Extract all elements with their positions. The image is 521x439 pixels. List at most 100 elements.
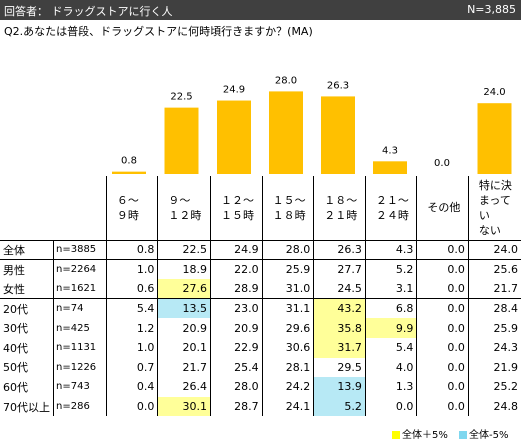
table-cell: 0.0	[416, 337, 469, 358]
table-row: 50代 n=1226 0.7 21.7 25.4 28.1 29.5 4.0 0.0 21.9	[0, 357, 521, 378]
legend-high-swatch	[392, 431, 400, 439]
table-cell: 24.2	[261, 377, 314, 397]
table-cell: 24.9	[209, 240, 263, 261]
row-label: 全体	[0, 240, 54, 261]
table-cell: 18.9	[157, 259, 211, 280]
row-sample-size: n=1131	[53, 337, 107, 358]
table-cell: 0.4	[105, 377, 158, 397]
column-header-2: ９～ １２時	[157, 176, 211, 241]
table-cell: 0.0	[416, 298, 469, 319]
table-cell: 31.0	[261, 279, 314, 300]
table-cell: 29.5	[313, 357, 366, 378]
bar-1	[112, 171, 146, 174]
table-cell: 0.0	[416, 396, 469, 417]
row-sample-size: n=74	[53, 298, 107, 319]
table-cell: 13.9	[313, 377, 366, 397]
row-label: 男性	[0, 259, 54, 280]
table-cell: 31.7	[313, 337, 366, 358]
table-row: 60代 n=743 0.4 26.4 28.0 24.2 13.9 1.3 0.0 25.2	[0, 377, 521, 397]
table-cell: 35.8	[313, 318, 366, 338]
table-cell: 25.9	[467, 318, 521, 338]
bar-value-label-7: 0.0	[434, 158, 450, 169]
legend-high-label: 全体＋5%	[402, 430, 448, 439]
table-cell: 28.4	[467, 298, 521, 319]
table-cell: 0.0	[416, 240, 469, 261]
row-label: 20代	[0, 298, 54, 319]
respondents-label: 回答者： ドラッグストアに行く人	[4, 5, 173, 18]
table-cell: 22.9	[209, 337, 263, 358]
table-cell: 20.9	[209, 318, 263, 338]
column-header-line: ９～	[168, 193, 191, 207]
table-cell: 25.4	[209, 357, 263, 378]
table-cell: 0.0	[416, 279, 469, 300]
table-cell: 1.0	[105, 337, 158, 358]
table-cell: 26.4	[157, 377, 211, 397]
row-sample-size: n=1621	[53, 279, 107, 300]
table-cell: 0.0	[105, 396, 158, 417]
table-cell: 25.2	[467, 377, 521, 397]
column-header-line: 特に決	[478, 178, 512, 192]
column-header-line: ２１時	[324, 208, 358, 222]
column-header-5: １８～ ２１時	[313, 176, 366, 241]
row-sample-size: n=2264	[53, 259, 107, 280]
row-label: 30代	[0, 318, 54, 338]
table-cell: 22.5	[157, 240, 211, 261]
column-header-line: １５時	[220, 208, 254, 222]
table-row: 女性 n=1621 0.6 27.6 28.9 31.0 24.5 3.1 0.0 21.7	[0, 279, 521, 300]
table-cell: 29.6	[261, 318, 314, 338]
row-sample-size: n=425	[53, 318, 107, 338]
table-cell: 13.5	[157, 298, 211, 319]
bar-value-label-3: 24.9	[223, 85, 245, 96]
header-blank	[53, 176, 107, 241]
bar-value-label-1: 0.8	[121, 156, 137, 167]
table-cell: 24.1	[261, 396, 314, 417]
table-cell: 5.2	[313, 396, 366, 417]
bar-8	[477, 103, 512, 174]
bar-5	[321, 96, 355, 174]
row-sample-size: n=1226	[53, 357, 107, 378]
table-cell: 20.9	[157, 318, 211, 338]
table-cell: 28.0	[261, 240, 314, 261]
row-label: 女性	[0, 279, 54, 300]
column-header-line: １５～	[272, 193, 306, 207]
total-n-label: N=3,885	[467, 3, 516, 16]
column-header-line: １８～	[324, 193, 358, 207]
table-cell: 24.0	[467, 240, 521, 261]
table-cell: 28.7	[209, 396, 263, 417]
table-cell: 43.2	[313, 298, 366, 319]
table-cell: 21.7	[467, 279, 521, 300]
column-header-3: １２～ １５時	[209, 176, 263, 241]
bar-value-label-6: 4.3	[382, 145, 398, 156]
column-header-line: ２１～	[375, 193, 409, 207]
table-cell: 3.1	[364, 279, 417, 300]
table-cell: 0.0	[416, 259, 469, 280]
row-sample-size: n=286	[53, 396, 107, 417]
question-text: Q2.あなたは普段、ドラッグストアに何時頃行きますか？(MA)	[4, 25, 313, 38]
bar-value-label-8: 24.0	[483, 87, 505, 98]
table-cell: 1.0	[105, 259, 158, 280]
table-cell: 30.6	[261, 337, 314, 358]
table-row: 20代 n=74 5.4 13.5 23.0 31.1 43.2 6.8 0.0 28.4	[0, 298, 521, 319]
table-cell: 0.0	[416, 377, 469, 397]
table-row: 40代 n=1131 1.0 20.1 22.9 30.6 31.7 5.4 0.0 24.3	[0, 337, 521, 358]
column-header-6: ２１～ ２４時	[364, 176, 417, 241]
table-cell: 31.1	[261, 298, 314, 319]
table-cell: 21.9	[467, 357, 521, 378]
table-cell: 27.7	[313, 259, 366, 280]
bar-chart: 0.8 22.5 24.9 28.0 26.3 4.3 0.0 24.0	[112, 75, 512, 174]
row-label: 70代以上	[0, 396, 54, 417]
table-row: 全体 n=3885 0.8 22.5 24.9 28.0 26.3 4.3 0.0 24.0	[0, 240, 521, 261]
table-cell: 6.8	[364, 298, 417, 319]
table-cell: 28.0	[209, 377, 263, 397]
column-header-line: １２時	[168, 208, 202, 222]
bar-value-label-2: 22.5	[170, 92, 192, 103]
table-cell: 24.3	[467, 337, 521, 358]
column-header-line: ない	[478, 223, 501, 237]
header-blank	[0, 176, 54, 241]
column-header-line: ２４時	[375, 208, 409, 222]
column-header-line: １２～	[220, 193, 254, 207]
bar-2	[164, 107, 199, 174]
row-label: 60代	[0, 377, 54, 397]
legend-low-label: 全体-5%	[469, 430, 509, 439]
table-cell: 24.8	[467, 396, 521, 417]
